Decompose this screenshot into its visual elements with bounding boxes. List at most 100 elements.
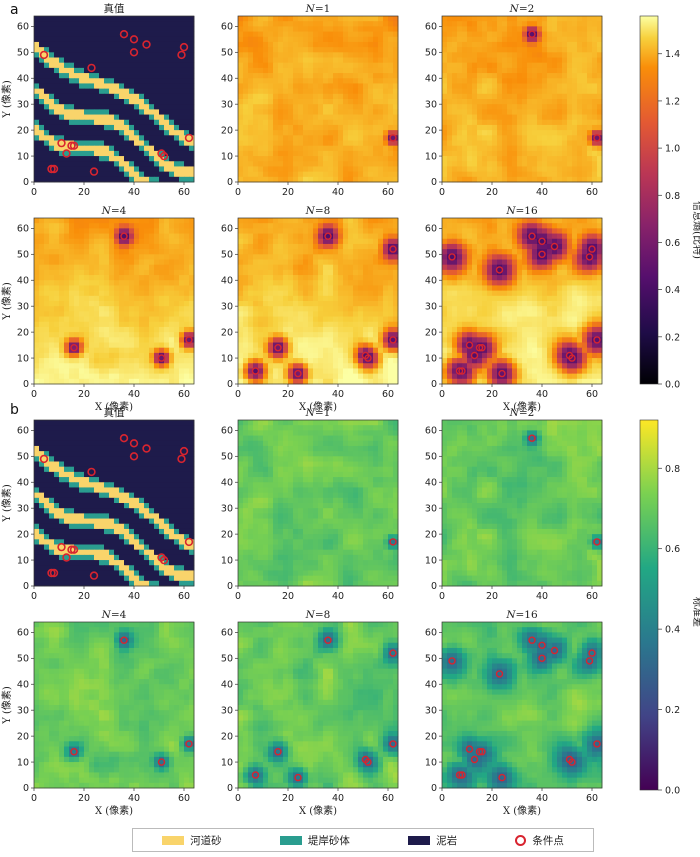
- grid-cell: [114, 47, 120, 53]
- grid-cell: [572, 26, 578, 32]
- grid-cell: [74, 176, 80, 183]
- x-tick-label: 0: [235, 187, 241, 198]
- grid-cell: [179, 104, 185, 110]
- grid-cell: [258, 99, 264, 105]
- grid-cell: [104, 306, 110, 312]
- grid-cell: [472, 62, 478, 69]
- grid-cell: [74, 311, 80, 317]
- grid-cell: [84, 259, 90, 266]
- grid-cell: [303, 238, 309, 245]
- grid-cell: [154, 218, 160, 224]
- grid-cell: [74, 114, 80, 121]
- grid-cell: [243, 301, 249, 307]
- grid-cell: [492, 176, 498, 183]
- grid-cell: [457, 62, 463, 69]
- grid-cell: [452, 140, 458, 147]
- grid-cell: [94, 285, 100, 292]
- grid-cell: [273, 114, 279, 121]
- grid-cell: [293, 57, 299, 64]
- grid-cell: [487, 57, 493, 64]
- grid-cell: [94, 161, 100, 167]
- grid-cell: [343, 26, 349, 32]
- grid-cell: [139, 78, 145, 84]
- grid-cell: [323, 130, 329, 136]
- grid-cell: [442, 93, 448, 100]
- grid-cell: [64, 135, 70, 141]
- grid-cell: [278, 269, 284, 276]
- grid-cell: [34, 176, 40, 183]
- grid-cell: [358, 88, 364, 95]
- grid-cell: [343, 326, 349, 333]
- grid-cell: [552, 161, 558, 167]
- grid-cell: [84, 321, 90, 328]
- grid-cell: [353, 332, 359, 338]
- grid-cell: [298, 78, 304, 84]
- grid-cell: [109, 233, 115, 240]
- grid-cell: [577, 16, 583, 22]
- grid-cell: [243, 280, 249, 286]
- grid-cell: [159, 332, 165, 338]
- grid-cell: [303, 264, 309, 271]
- grid-cell: [522, 135, 528, 141]
- grid-cell: [89, 223, 95, 229]
- grid-cell: [323, 171, 329, 178]
- grid-cell: [169, 73, 175, 79]
- grid-cell: [64, 275, 70, 281]
- grid-cell: [34, 109, 40, 115]
- grid-cell: [144, 342, 150, 349]
- grid-cell: [363, 135, 369, 141]
- grid-cell: [144, 326, 150, 333]
- grid-cell: [114, 285, 120, 292]
- grid-cell: [159, 109, 165, 115]
- grid-cell: [358, 233, 364, 240]
- grid-cell: [114, 332, 120, 338]
- grid-cell: [502, 52, 508, 58]
- grid-cell: [258, 156, 264, 162]
- y-tick-label: 0: [23, 177, 29, 188]
- grid-cell: [313, 275, 319, 281]
- grid-cell: [303, 156, 309, 162]
- grid-cell: [447, 83, 453, 90]
- grid-cell: [482, 73, 488, 79]
- grid-cell: [278, 140, 284, 147]
- grid-cell: [273, 57, 279, 64]
- grid-cell: [328, 166, 334, 173]
- grid-cell: [39, 67, 45, 74]
- grid-cell: [74, 228, 80, 234]
- grid-cell: [104, 135, 110, 141]
- grid-cell: [592, 62, 598, 69]
- grid-cell: [383, 295, 389, 302]
- grid-cell: [253, 62, 259, 69]
- grid-cell: [34, 119, 40, 126]
- grid-cell: [318, 285, 324, 292]
- grid-cell: [338, 73, 344, 79]
- grid-cell: [447, 26, 453, 32]
- grid-cell: [44, 41, 50, 48]
- grid-cell: [557, 62, 563, 69]
- grid-cell: [532, 88, 538, 95]
- grid-cell: [303, 223, 309, 229]
- grid-cell: [273, 83, 279, 90]
- grid-cell: [39, 26, 45, 32]
- grid-cell: [39, 124, 45, 131]
- grid-cell: [174, 93, 180, 100]
- grid-cell: [323, 73, 329, 79]
- grid-cell: [587, 52, 593, 58]
- grid-cell: [343, 104, 349, 110]
- grid-cell: [89, 368, 95, 375]
- grid-cell: [179, 135, 185, 141]
- grid-cell: [343, 332, 349, 338]
- grid-cell: [74, 218, 80, 224]
- grid-cell: [109, 135, 115, 141]
- grid-cell: [527, 88, 533, 95]
- conditioning-point: [89, 167, 99, 176]
- grid-cell: [124, 358, 130, 364]
- grid-cell: [373, 238, 379, 245]
- conditioning-point: [177, 50, 186, 60]
- grid-cell: [338, 290, 344, 297]
- grid-cell: [537, 93, 543, 100]
- grid-cell: [333, 16, 339, 22]
- grid-cell: [59, 161, 65, 167]
- grid-cell: [64, 332, 70, 338]
- grid-cell: [457, 31, 463, 38]
